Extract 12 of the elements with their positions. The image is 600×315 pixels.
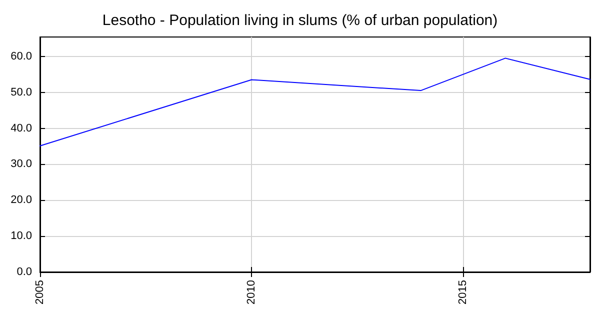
x-tick-label: 2005 [34, 280, 46, 304]
y-tick-label: 40.0 [10, 122, 32, 134]
y-tick-label: 50.0 [10, 86, 32, 98]
line-series [40, 58, 590, 146]
y-tick-label: 30.0 [10, 158, 32, 170]
x-tick-label: 2015 [457, 280, 470, 304]
y-tick-label: 20.0 [10, 194, 32, 206]
y-tick-label: 60.0 [10, 50, 32, 62]
y-tick-label: 10.0 [10, 230, 32, 242]
x-tick-label: 2010 [246, 280, 258, 304]
y-tick-label: 0.0 [16, 266, 32, 278]
chart-title: Lesotho - Population living in slums (% of urban population) [102, 12, 498, 29]
